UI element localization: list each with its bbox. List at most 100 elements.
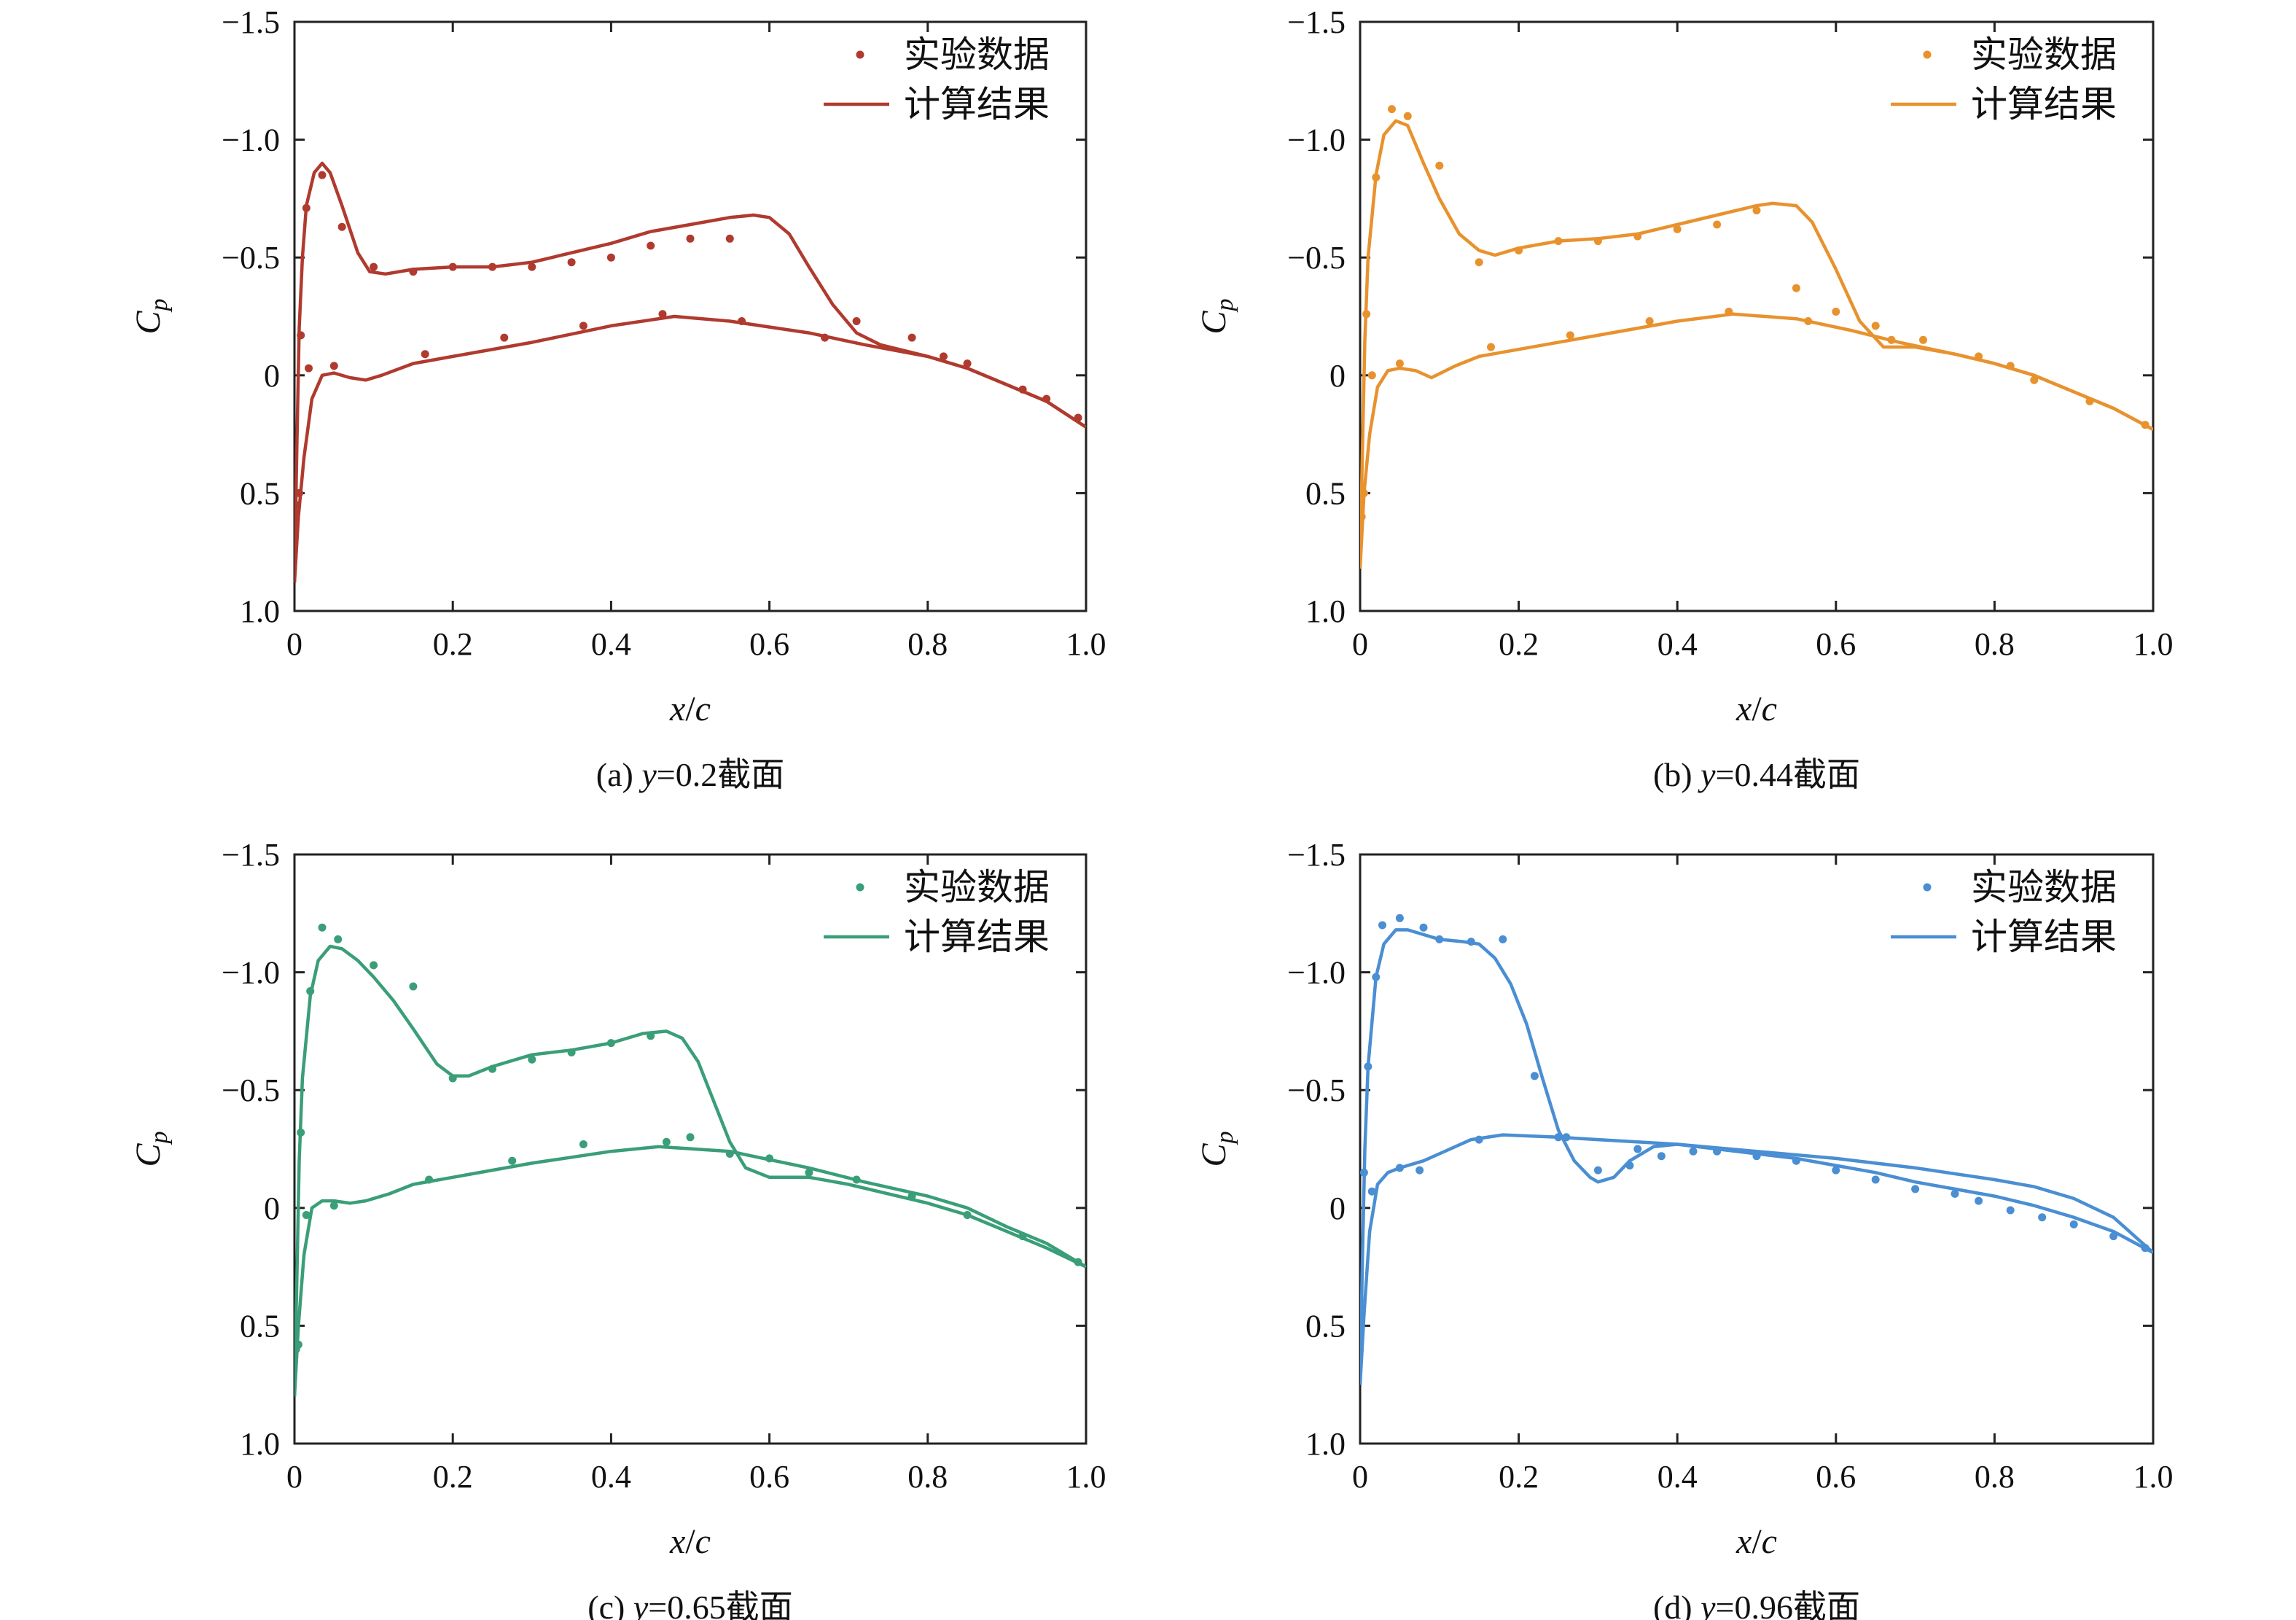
x-tick-label: 0.8 [1975,1459,2015,1495]
experiment-point [1403,112,1412,120]
legend-marker-points [856,883,864,892]
caption-variable: y [1698,1589,1716,1620]
experiment-point [1625,1161,1634,1170]
y-tick-label: −1.0 [1287,122,1346,158]
experiment-point [409,268,418,276]
y-tick-label: 1.0 [1305,593,1346,629]
chart-panel-c: 0 0.2 0.4 0.6 0.8 1.0 −1.5 −1.0 −0.5 0 0.5 1.0 x/c Cp… [129,837,1106,1620]
experiment-point [294,501,300,510]
y-tick-label: −1.5 [222,837,280,873]
experiment-point [686,234,695,243]
experiment-point [738,317,746,325]
experiment-point [1832,1166,1840,1175]
experiment-point [2109,1232,2118,1241]
y-axis-label: Cp [1195,1131,1238,1167]
experiment-point [1416,1166,1424,1175]
experiment-point [370,961,378,970]
experiment-point [1911,1185,1920,1193]
experiment-point [1593,1166,1602,1175]
y-tick-label: −1.0 [1287,955,1346,991]
experiment-point [334,935,343,943]
experiment-point [2006,362,2015,370]
x-tick-label: 0.6 [1816,626,1856,662]
experiment-point [1919,335,1927,344]
experiment-point [1378,921,1386,930]
experiment-point [606,253,615,262]
experiment-point [1871,322,1880,330]
legend-label-line: 计算结果 [904,916,1050,958]
y-axis-label-main: C [1195,311,1233,335]
chart-panel-a: 0 0.2 0.4 0.6 0.8 1.0 −1.5 −1.0 −0.5 0 0.5 1.0 x/c Cp… [129,4,1106,793]
x-tick-label: 1.0 [2133,1459,2174,1495]
caption-rest: =0.2截面 [657,756,784,793]
x-axis-label-sub: c [1762,690,1777,728]
x-tick-label: 0.8 [1975,626,2015,662]
x-tick-label: 0.6 [749,1459,789,1495]
x-axis-label-sep: / [685,1522,695,1561]
experiment-point [508,1156,517,1165]
experiment-point [329,1202,338,1210]
x-tick-label: 0.6 [1816,1459,1856,1495]
experiment-point [1593,237,1602,246]
plot-area [1360,105,2153,569]
experiment-point [1752,206,1761,215]
experiment-point [528,262,536,271]
computed-line-upper [294,944,1086,1397]
y-axis-label-sub: p [1211,1131,1238,1145]
x-tick-label: 0.4 [591,1459,631,1495]
experiment-point [907,1192,916,1201]
experiment-point [1554,1133,1563,1142]
experiment-point [329,362,338,370]
experiment-point [1725,308,1733,316]
x-tick-label: 0.6 [749,626,789,662]
experiment-point [1074,413,1082,422]
experiment-point [725,1150,734,1158]
caption-variable: y [630,1589,649,1620]
caption-variable: y [639,756,657,793]
experiment-point [306,987,315,995]
chart-panel-b: 0 0.2 0.4 0.6 0.8 1.0 −1.5 −1.0 −0.5 0 0.5 1.0 x/c Cp… [1195,4,2174,793]
legend-label-line: 计算结果 [1971,83,2117,125]
y-tick-label: 0 [1329,1191,1346,1226]
panel-caption: (b) y=0.44截面 [1653,756,1860,793]
x-tick-label: 0.8 [907,1459,948,1495]
experiment-point [1395,359,1404,368]
caption-prefix: (a) [596,756,642,793]
experiment-point [1372,173,1381,182]
y-tick-label: −1.5 [1287,837,1346,873]
experiment-point [1018,385,1027,394]
y-axis-label: Cp [129,298,173,334]
experiment-point [1395,1164,1404,1172]
caption-prefix: (d) [1653,1589,1700,1620]
experiment-point [647,241,655,250]
experiment-point [1419,923,1428,932]
experiment-point [686,1133,695,1142]
y-tick-label: 0.5 [240,1308,280,1344]
experiment-point [337,222,346,231]
experiment-point [852,317,861,325]
experiment-point [606,1039,615,1048]
y-tick-label: −0.5 [1287,240,1346,276]
computed-line-upper [1360,928,2153,1385]
computed-line-upper [294,161,1086,583]
y-tick-label: 0.5 [1305,1308,1346,1344]
experiment-point [1367,371,1376,380]
experiment-point [2141,1244,2149,1253]
experiment-point [2141,421,2149,429]
experiment-point [658,310,667,319]
experiment-point [302,1211,311,1219]
x-axis-label-sep: / [685,690,695,728]
x-axis-label-sub: c [1762,1522,1777,1561]
experiment-point [1804,317,1813,325]
x-tick-label: 0.4 [1657,626,1698,662]
x-tick-label: 0.2 [1499,1459,1539,1495]
experiment-point [1499,935,1507,943]
x-axis-label: x/c [1735,690,1777,728]
experiment-point [940,352,948,361]
experiment-point [579,1140,587,1148]
experiment-point [907,333,916,342]
computed-line-lower [294,314,1086,583]
y-axis-label: Cp [1195,298,1238,334]
experiment-point [421,350,429,359]
experiment-point [302,203,311,212]
